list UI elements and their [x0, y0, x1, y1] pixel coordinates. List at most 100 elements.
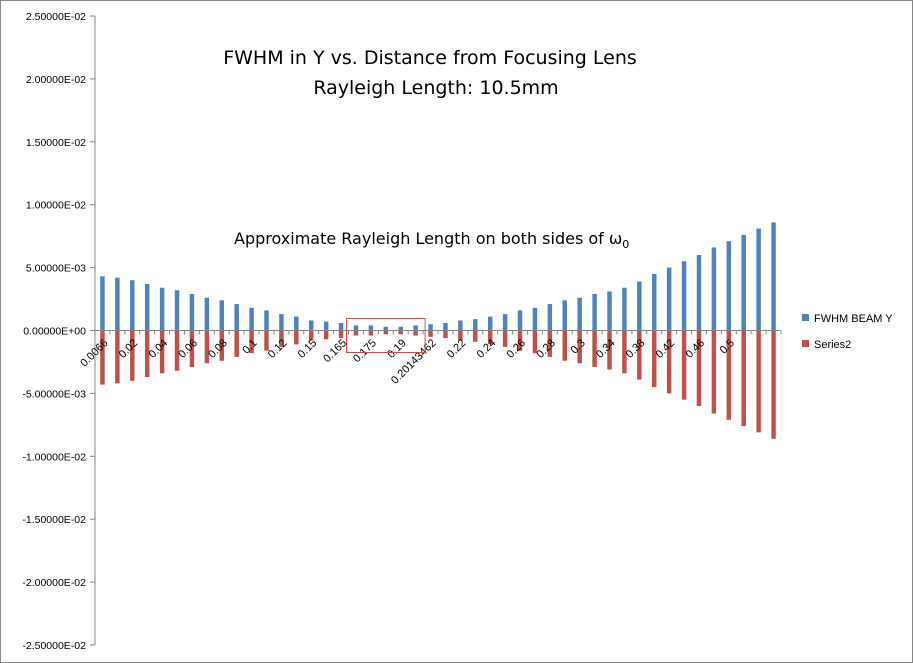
- y-tick-label: 2.50000E-02: [26, 11, 86, 23]
- bar: [115, 277, 120, 331]
- bar: [338, 330, 344, 339]
- bar: [756, 330, 761, 433]
- annotation-subscript: 0: [622, 238, 629, 251]
- y-tick-label: 1.50000E-02: [26, 137, 86, 149]
- bar: [592, 294, 597, 331]
- bar: [711, 330, 717, 414]
- legend-label-fwhm-beam-y: FWHM BEAM Y: [814, 313, 893, 325]
- bar: [741, 330, 746, 427]
- bar: [413, 330, 418, 336]
- chart-subtitle: Rayleigh Length: 10.5mm: [313, 77, 558, 99]
- bar: [547, 304, 553, 331]
- series-fwhm-beam-y: [100, 222, 776, 331]
- bar: [100, 276, 105, 331]
- bar: [696, 330, 702, 406]
- bar: [711, 247, 717, 331]
- bar: [279, 314, 284, 331]
- y-tick-label: 5.00000E-03: [26, 263, 86, 275]
- bar: [264, 330, 269, 351]
- bar: [771, 330, 776, 439]
- x-tick-label: 0.5: [718, 337, 737, 356]
- x-tick-label: 0.0066: [78, 337, 110, 369]
- x-tick-label: 0.175: [351, 337, 379, 365]
- bar: [130, 280, 135, 331]
- bar: [547, 330, 553, 357]
- x-tick-label: 0.15: [296, 337, 320, 361]
- bar: [741, 234, 746, 331]
- x-tick-label: 0.12: [266, 337, 290, 361]
- bar: [428, 330, 433, 337]
- bars: [100, 222, 776, 439]
- bar: [487, 330, 493, 345]
- bar: [115, 330, 120, 384]
- bar: [413, 325, 418, 331]
- x-tick-label: 0.165: [321, 337, 349, 365]
- y-tick-label: -2.50000E-02: [22, 640, 86, 652]
- bar: [666, 267, 672, 331]
- bar: [473, 319, 478, 331]
- bar: [637, 281, 642, 331]
- bar: [294, 330, 299, 345]
- bar: [502, 330, 508, 347]
- chart-title: FWHM in Y vs. Distance from Focusing Len…: [223, 47, 637, 69]
- bar: [652, 330, 657, 388]
- bar: [249, 330, 254, 354]
- bar: [562, 300, 567, 331]
- bar: [577, 297, 582, 331]
- bar: [562, 330, 567, 361]
- bar: [681, 330, 687, 400]
- bar: [353, 325, 359, 331]
- x-tick-label: 0.08: [206, 337, 230, 361]
- bar: [428, 324, 433, 331]
- y-tick-label: -2.00000E-02: [22, 577, 86, 589]
- bar: [219, 330, 224, 361]
- legend: FWHM BEAM Y Series2: [802, 313, 893, 351]
- x-tick-label: 0.28: [534, 337, 558, 361]
- bar: [189, 294, 195, 331]
- bar: [517, 310, 523, 331]
- bar: [726, 241, 732, 331]
- y-axis: 2.50000E-02 2.00000E-02 1.50000E-02 1.00000…: [22, 11, 96, 652]
- bar: [234, 304, 239, 331]
- bar: [443, 322, 448, 331]
- bar: [666, 330, 672, 394]
- bar: [607, 291, 612, 331]
- x-tick-label: 0.22: [445, 337, 469, 361]
- bar: [174, 290, 180, 331]
- bar: [100, 330, 105, 385]
- bar: [622, 287, 627, 331]
- x-axis: 0.0066 0.02 0.04 0.06 0.08 0.1 0.12 0.15 0.165 0.…: [78, 330, 782, 387]
- bar: [130, 330, 135, 381]
- y-tick-label: 0.00000E+00: [23, 326, 86, 338]
- x-tick-label: 0.26: [505, 337, 529, 361]
- bar: [592, 330, 597, 367]
- bar: [652, 273, 657, 331]
- bar: [189, 330, 195, 367]
- bar: [383, 330, 389, 335]
- legend-swatch-fwhm-beam-y: [802, 314, 809, 321]
- bar: [458, 330, 463, 341]
- bar: [323, 330, 329, 340]
- bar: [144, 330, 150, 378]
- bar: [234, 330, 239, 357]
- bar: [159, 287, 165, 331]
- bar: [443, 330, 448, 339]
- y-tick-label: 1.00000E-02: [26, 200, 86, 212]
- x-tick-label: 0.24: [475, 337, 499, 361]
- bar: [309, 330, 314, 341]
- bar: [174, 330, 180, 371]
- annotation-text: Approximate Rayleigh Length on both side…: [234, 229, 622, 248]
- bar: [398, 330, 403, 335]
- bar: [219, 300, 224, 331]
- bar: [398, 326, 403, 331]
- series-series2: [100, 330, 776, 439]
- bar: [309, 320, 314, 331]
- bar: [383, 326, 389, 331]
- x-tick-label: 0.42: [654, 337, 678, 361]
- bar: [264, 310, 269, 331]
- bar: [532, 307, 538, 331]
- bar: [502, 314, 508, 331]
- legend-swatch-series2: [802, 340, 809, 347]
- x-tick-label: 0.3: [568, 337, 587, 356]
